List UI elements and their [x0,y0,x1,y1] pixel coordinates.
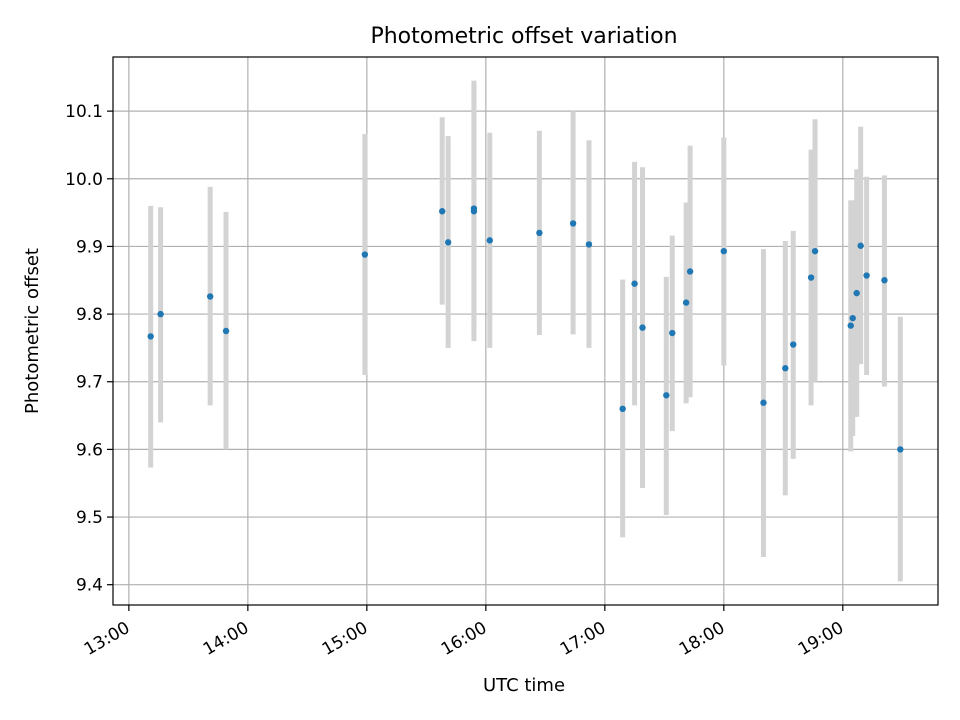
data-point [206,293,214,300]
data-point [569,220,577,227]
data-point [847,322,854,329]
data-point [863,272,870,279]
data-point [585,241,593,248]
data-point [857,242,864,249]
data-point [849,314,856,322]
data-point [444,239,452,246]
data-point [811,247,819,255]
data-point [782,365,789,372]
data-point [682,299,690,306]
data-point [760,399,767,406]
chart-title: Photometric offset variation [370,24,677,49]
data-points [147,205,904,453]
y-tick-label: 10.0 [65,170,103,190]
data-point [147,333,154,340]
data-point [470,208,478,215]
y-tick-label: 9.7 [76,373,103,393]
data-point [807,274,815,281]
y-tick-label: 10.1 [65,102,103,122]
y-axis-ticks: 9.4 9.5 9.6 9.7 9.8 9.9 10.0 10.1 [65,102,113,596]
data-point [669,329,676,337]
data-point [222,327,230,335]
data-point [720,247,728,255]
data-point [897,446,904,453]
y-tick-label: 9.9 [76,237,103,257]
data-point [536,229,543,237]
data-point [686,268,694,275]
data-point [631,280,638,287]
data-point [361,251,369,258]
data-point [486,237,494,244]
y-axis-label: Photometric offset [22,248,43,414]
data-point [639,324,646,331]
y-tick-label: 9.4 [76,576,103,596]
data-point [853,289,860,297]
y-tick-label: 9.6 [76,440,103,460]
data-point [439,208,446,215]
data-point [881,277,888,284]
x-axis-label: UTC time [483,675,565,696]
data-point [157,310,164,318]
plot-frame [112,56,939,606]
data-point [619,405,626,413]
data-point [663,392,670,399]
data-point [790,341,797,348]
y-tick-label: 9.5 [76,508,103,528]
y-tick-label: 9.8 [76,305,103,325]
